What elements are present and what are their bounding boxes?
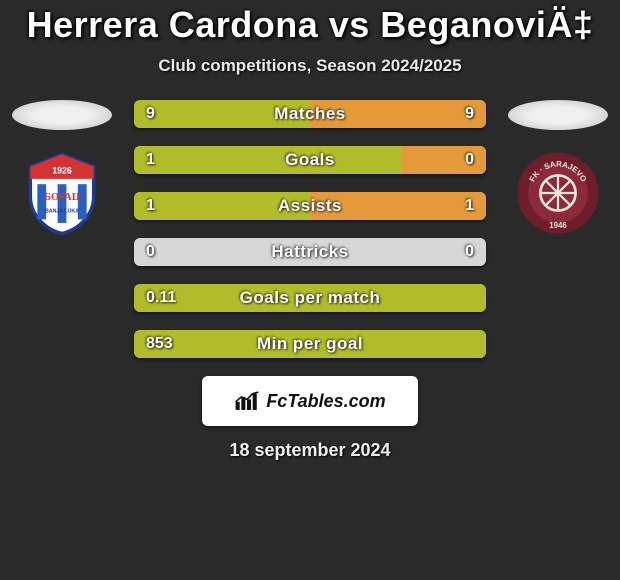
stat-label: Goals per match [134, 284, 486, 312]
stat-label: Hattricks [134, 238, 486, 266]
stat-value-right: 0 [465, 238, 474, 266]
brand-name: FcTables.com [266, 391, 385, 412]
stat-bars: 9Matches91Goals01Assists10Hattricks00.11… [134, 100, 486, 358]
svg-text:BANJA LUKA: BANJA LUKA [45, 208, 79, 214]
page-subtitle: Club competitions, Season 2024/2025 [0, 56, 620, 76]
stat-value-right: 1 [465, 192, 474, 220]
stat-bar: 1Assists1 [134, 192, 486, 220]
stat-label: Goals [134, 146, 486, 174]
stat-bar: 853Min per goal [134, 330, 486, 358]
stat-bar: 9Matches9 [134, 100, 486, 128]
content-row: 1926 БОРАЦ BANJA LUKA 9Matches91Goals01A… [0, 100, 620, 358]
brand-badge: FcTables.com [202, 376, 418, 426]
svg-text:1946: 1946 [549, 221, 567, 230]
club-crest-right: FK · SARAJEVO 1946 [513, 148, 603, 238]
club-crest-left: 1926 БОРАЦ BANJA LUKA [17, 148, 107, 238]
svg-text:1926: 1926 [52, 166, 72, 176]
svg-text:БОРАЦ: БОРАЦ [44, 192, 81, 203]
stat-label: Matches [134, 100, 486, 128]
stat-value-right: 9 [465, 100, 474, 128]
infographic-root: Herrera Cardona vs BeganoviÄ‡ Club compe… [0, 0, 620, 580]
date-text: 18 september 2024 [0, 440, 620, 461]
stat-label: Min per goal [134, 330, 486, 358]
bar-chart-icon [234, 390, 260, 412]
stat-value-right: 0 [465, 146, 474, 174]
page-title: Herrera Cardona vs BeganoviÄ‡ [0, 4, 620, 46]
stat-bar: 0.11Goals per match [134, 284, 486, 312]
player-left-column: 1926 БОРАЦ BANJA LUKA [12, 100, 112, 238]
avatar-placeholder-left [12, 100, 112, 130]
shield-icon: 1926 БОРАЦ BANJA LUKA [18, 149, 106, 237]
player-right-column: FK · SARAJEVO 1946 [508, 100, 608, 238]
avatar-placeholder-right [508, 100, 608, 130]
stat-label: Assists [134, 192, 486, 220]
stat-bar: 1Goals0 [134, 146, 486, 174]
circle-crest-icon: FK · SARAJEVO 1946 [514, 149, 602, 237]
stat-bar: 0Hattricks0 [134, 238, 486, 266]
